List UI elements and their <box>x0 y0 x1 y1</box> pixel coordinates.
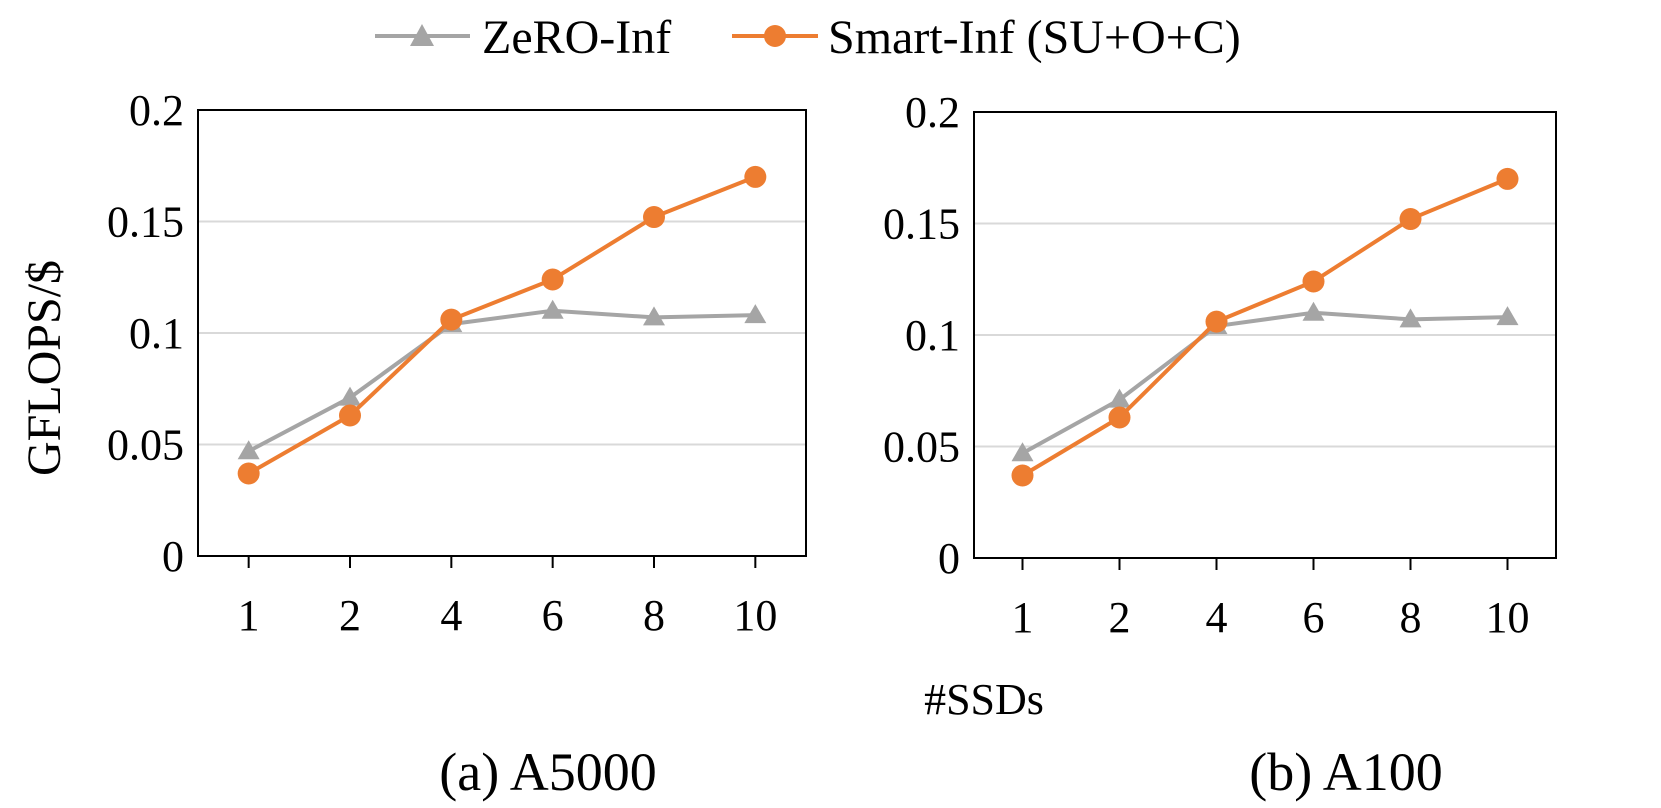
point-smart-inf <box>1496 167 1519 190</box>
point-smart-inf <box>1399 208 1422 231</box>
x-tick-label: 10 <box>1486 593 1530 642</box>
y-tick-label: 0.1 <box>905 311 960 360</box>
point-smart-inf <box>237 462 260 485</box>
point-smart-inf <box>541 268 564 291</box>
x-tick-label: 6 <box>1303 593 1325 642</box>
point-smart-inf <box>440 308 463 331</box>
series-line-zero-inf <box>1021 310 1508 455</box>
x-tick-label: 2 <box>339 591 361 640</box>
caption-a100: (b) A100 <box>1249 742 1442 802</box>
point-smart-inf <box>744 165 767 188</box>
y-tick-label: 0 <box>162 532 184 581</box>
panel-a100: 0 0.05 0.1 0.15 0.2 1 2 4 6 8 10 <box>883 88 1557 642</box>
point-smart-inf <box>1302 270 1325 293</box>
y-tick-label: 0.15 <box>107 198 184 247</box>
legend-label-smart-inf: Smart-Inf (SU+O+C) <box>828 11 1241 64</box>
x-tick-label: 8 <box>1400 593 1422 642</box>
point-zero-inf <box>541 299 564 319</box>
series-line-smart-inf <box>1021 177 1509 478</box>
circle-icon <box>764 25 786 47</box>
legend-label-zero-inf: ZeRO-Inf <box>482 11 671 64</box>
x-tick-label: 4 <box>1206 593 1228 642</box>
panel-a5000: 0 0.05 0.1 0.15 0.2 1 2 4 6 8 10 <box>107 86 807 640</box>
point-smart-inf <box>643 206 665 229</box>
point-zero-inf <box>339 386 361 406</box>
legend: ZeRO-Inf Smart-Inf (SU+O+C) <box>375 11 1241 64</box>
x-tick-label: 4 <box>440 591 462 640</box>
x-axis-label: #SSDs <box>924 675 1044 724</box>
y-tick-label: 0 <box>938 534 960 583</box>
plot-frame <box>197 109 807 557</box>
x-tick-label: 6 <box>542 591 564 640</box>
x-tick-label: 2 <box>1109 593 1131 642</box>
legend-item-smart-inf: Smart-Inf (SU+O+C) <box>732 11 1241 64</box>
y-tick-label: 0.2 <box>905 88 960 137</box>
y-axis-label: GFLOPS/$ <box>18 260 71 476</box>
point-smart-inf <box>1011 464 1034 487</box>
point-zero-inf <box>1011 442 1034 462</box>
point-zero-inf <box>1496 306 1519 326</box>
series-line-smart-inf <box>247 175 757 476</box>
point-zero-inf <box>744 304 767 324</box>
x-tick-label: 10 <box>733 591 777 640</box>
point-smart-inf <box>339 404 361 427</box>
y-tick-label: 0.05 <box>883 423 960 472</box>
legend-item-zero-inf: ZeRO-Inf <box>375 11 671 64</box>
point-smart-inf <box>1205 310 1228 333</box>
y-tick-label: 0.15 <box>883 200 960 249</box>
plot-frame <box>973 111 1557 559</box>
y-tick-label: 0.05 <box>107 421 184 470</box>
point-zero-inf <box>237 440 260 460</box>
point-zero-inf <box>1108 388 1131 408</box>
point-zero-inf <box>1399 308 1422 328</box>
x-tick-label: 1 <box>238 591 260 640</box>
x-tick-label: 1 <box>1012 593 1034 642</box>
y-tick-label: 0.1 <box>129 309 184 358</box>
y-tick-label: 0.2 <box>129 86 184 135</box>
x-tick-label: 8 <box>643 591 665 640</box>
point-zero-inf <box>1302 301 1325 321</box>
caption-a5000: (a) A5000 <box>439 742 656 802</box>
series-line-zero-inf <box>247 308 756 453</box>
point-smart-inf <box>1108 406 1131 429</box>
point-zero-inf <box>643 306 665 326</box>
triangle-icon <box>410 24 434 46</box>
